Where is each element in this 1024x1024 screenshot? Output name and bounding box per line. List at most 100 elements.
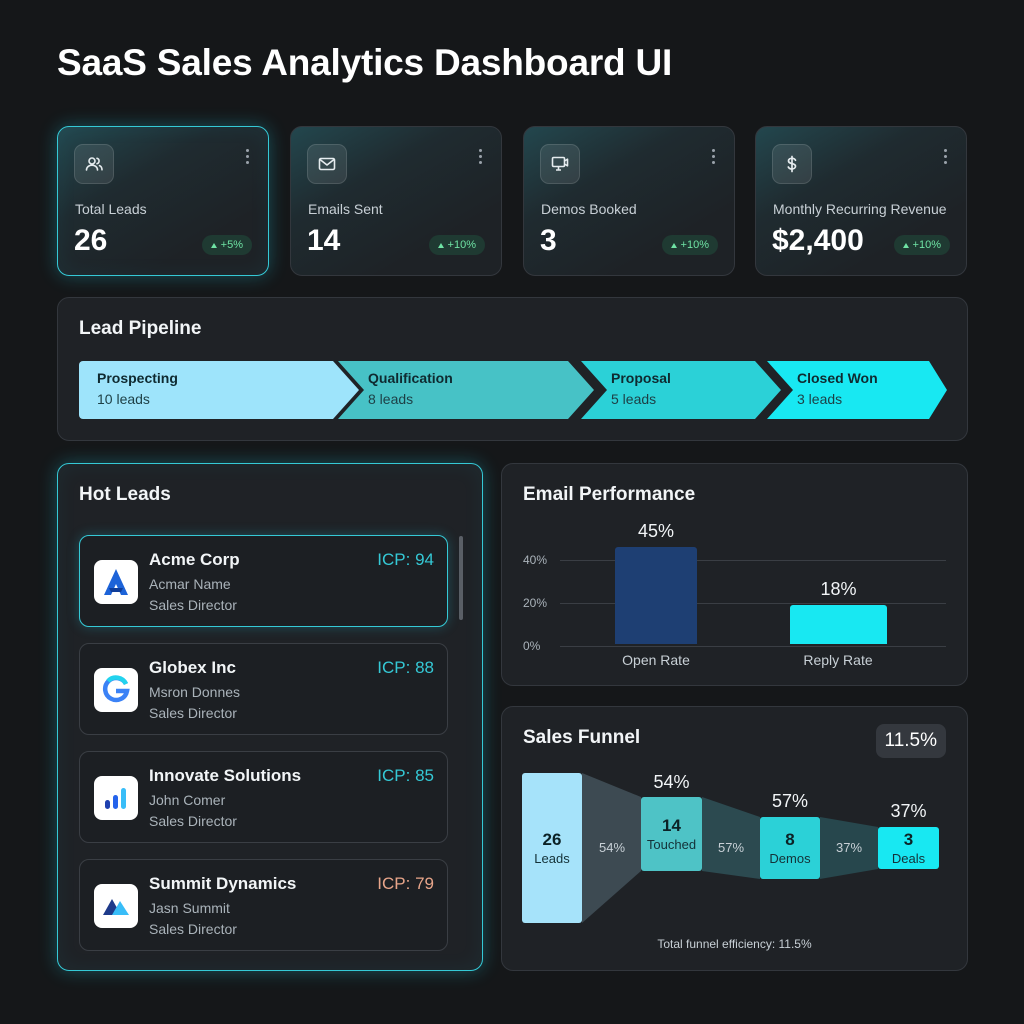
stage-count: 8 leads <box>368 391 414 407</box>
monitor-icon <box>540 144 580 184</box>
funnel-stage-label: Leads <box>534 851 570 866</box>
kpi-card-demos-booked[interactable]: Demos Booked 3 +10% <box>523 126 735 276</box>
kpi-value: $2,400 <box>772 224 864 257</box>
y-tick-label: 0% <box>523 639 541 653</box>
pipeline-stage-qualification[interactable]: Qualification 8 leads <box>338 361 594 419</box>
kpi-value: 26 <box>74 224 108 257</box>
kpi-change-badge: +10% <box>661 235 718 255</box>
funnel-stage-demos[interactable]: 8 Demos <box>760 817 820 879</box>
lead-role: Sales Director <box>149 597 237 613</box>
funnel-conversion-top-label: 37% <box>890 801 927 821</box>
stage-name: Prospecting <box>97 370 178 386</box>
stage-count: 3 leads <box>797 391 843 407</box>
lead-contact: Acmar Name <box>149 576 231 592</box>
trend-up-icon <box>437 242 444 248</box>
x-category-label: Open Rate <box>622 652 690 668</box>
globex-logo-icon <box>94 668 138 712</box>
gridline <box>560 603 946 604</box>
kpi-value: 14 <box>307 224 341 257</box>
summit-logo-icon <box>94 884 138 928</box>
trend-up-icon <box>902 242 909 248</box>
pipeline-stage-prospecting[interactable]: Prospecting 10 leads <box>79 361 359 419</box>
funnel-stage-value: 3 <box>903 830 914 849</box>
more-options-icon[interactable] <box>246 149 250 167</box>
sales-funnel-panel: Sales Funnel 11.5% 26 Leads 14 Touched 8… <box>501 706 968 971</box>
x-category-label: Reply Rate <box>803 652 873 668</box>
gridline <box>560 646 946 647</box>
users-icon <box>74 144 114 184</box>
kpi-change-badge: +10% <box>893 235 950 255</box>
lead-pipeline-panel: Lead Pipeline Prospecting 10 leads Quali… <box>57 297 968 441</box>
more-options-icon[interactable] <box>944 149 948 167</box>
funnel-stage-touched[interactable]: 14 Touched <box>641 797 702 871</box>
lead-company: Acme Corp <box>149 550 240 569</box>
bar-value-label: 45% <box>637 521 675 542</box>
lead-role: Sales Director <box>149 813 237 829</box>
stage-name: Proposal <box>611 370 671 386</box>
funnel-stage-label: Deals <box>891 851 926 866</box>
lead-contact: Msron Donnes <box>149 684 241 700</box>
efficiency-badge: 11.5% <box>875 724 946 758</box>
y-tick-label: 20% <box>523 596 548 610</box>
list-item[interactable]: Acme Corp Acmar Name Sales Director ICP:… <box>79 535 448 627</box>
funnel-stage-value: 8 <box>785 830 795 849</box>
panel-title: Lead Pipeline <box>79 318 202 339</box>
funnel-footer: Total funnel efficiency: 11.5% <box>657 937 812 951</box>
hot-leads-panel: Hot Leads Acme Corp Acmar Name Sales Dir… <box>57 463 483 971</box>
more-options-icon[interactable] <box>479 149 483 167</box>
stage-name: Closed Won <box>797 370 878 386</box>
funnel-conversion-label: 37% <box>835 840 863 855</box>
lead-contact: Jasn Summit <box>149 900 230 916</box>
list-item[interactable]: Summit Dynamics Jasn Summit Sales Direct… <box>79 859 448 951</box>
acme-logo-icon <box>94 560 138 604</box>
innovate-logo-icon <box>94 776 138 820</box>
list-item[interactable]: Globex Inc Msron Donnes Sales Director I… <box>79 643 448 735</box>
kpi-change-badge: +10% <box>428 235 485 255</box>
trend-up-icon <box>670 242 677 248</box>
pipeline-stage-closed-won[interactable]: Closed Won 3 leads <box>767 361 947 419</box>
bar-open-rate[interactable] <box>615 547 697 644</box>
kpi-card-mrr[interactable]: Monthly Recurring Revenue $2,400 +10% <box>755 126 967 276</box>
dollar-icon <box>772 144 812 184</box>
funnel-conversion-top-label: 54% <box>653 772 690 792</box>
lead-company: Summit Dynamics <box>149 874 297 893</box>
funnel-connectors <box>582 773 878 923</box>
stage-count: 5 leads <box>611 391 657 407</box>
email-performance-panel: Email Performance 40% 20% 0% 45% 18% Ope… <box>501 463 968 686</box>
icp-score: ICP: 79 <box>377 874 434 893</box>
stage-count: 10 leads <box>97 391 150 407</box>
bar-value-label: 18% <box>820 579 857 600</box>
kpi-card-total-leads[interactable]: Total Leads 26 +5% <box>57 126 269 276</box>
more-options-icon[interactable] <box>712 149 716 167</box>
funnel-stage-label: Demos <box>769 851 811 866</box>
scrollbar[interactable] <box>459 536 463 620</box>
kpi-label: Emails Sent <box>308 201 383 217</box>
panel-title: Email Performance <box>523 484 696 505</box>
mail-icon <box>307 144 347 184</box>
lead-role: Sales Director <box>149 705 237 721</box>
icp-score: ICP: 85 <box>377 766 434 785</box>
kpi-value: 3 <box>540 224 557 257</box>
funnel-conversion-label: 57% <box>717 840 745 855</box>
panel-title: Sales Funnel <box>523 727 641 748</box>
funnel-stage-value: 14 <box>662 816 681 835</box>
lead-role: Sales Director <box>149 921 237 937</box>
kpi-label: Total Leads <box>75 201 147 217</box>
kpi-label: Monthly Recurring Revenue <box>773 201 947 217</box>
stage-name: Qualification <box>368 370 453 386</box>
funnel-conversion-top-label: 57% <box>771 791 809 811</box>
lead-company: Globex Inc <box>149 658 236 677</box>
funnel-stage-leads[interactable]: 26 Leads <box>522 773 582 923</box>
lead-contact: John Comer <box>149 792 226 808</box>
funnel-stage-label: Touched <box>646 837 697 852</box>
kpi-card-emails-sent[interactable]: Emails Sent 14 +10% <box>290 126 502 276</box>
funnel-stage-value: 26 <box>542 830 562 849</box>
bar-reply-rate[interactable] <box>790 605 887 644</box>
funnel-stage-deals[interactable]: 3 Deals <box>878 827 939 869</box>
list-item[interactable]: Innovate Solutions John Comer Sales Dire… <box>79 751 448 843</box>
icp-score: ICP: 94 <box>377 550 434 569</box>
pipeline-stage-proposal[interactable]: Proposal 5 leads <box>581 361 781 419</box>
icp-score: ICP: 88 <box>377 658 434 677</box>
kpi-change-badge: +5% <box>201 235 252 255</box>
kpi-label: Demos Booked <box>541 201 637 217</box>
